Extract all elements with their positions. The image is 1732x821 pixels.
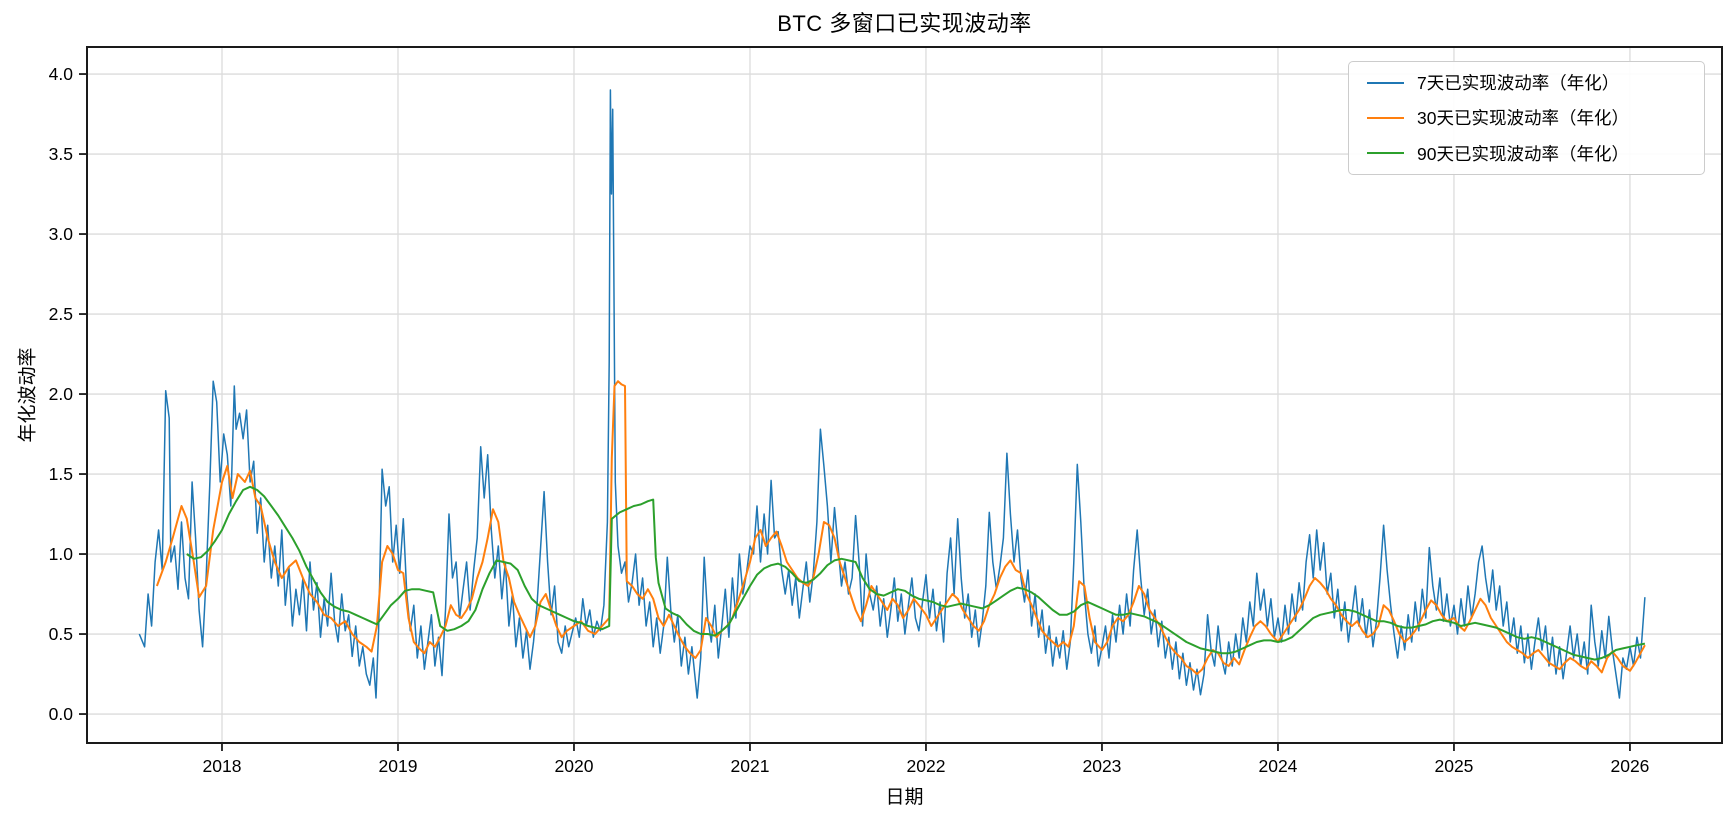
y-tick-label: 2.5 — [49, 304, 73, 324]
legend-line-swatch — [1367, 116, 1404, 119]
y-tick-label: 1.5 — [49, 464, 73, 484]
chart-title: BTC 多窗口已实现波动率 — [777, 11, 1032, 36]
y-tick-label: 3.0 — [49, 224, 74, 244]
legend-line-swatch — [1367, 81, 1404, 84]
y-tick-label: 3.5 — [49, 144, 73, 164]
y-tick-label: 1.0 — [49, 544, 74, 564]
legend-item: 90天已实现波动率（年化） — [1359, 136, 1694, 171]
y-tick-label: 0.0 — [49, 704, 74, 724]
legend-label: 7天已实现波动率（年化） — [1417, 73, 1620, 94]
x-tick-label: 2021 — [731, 756, 770, 776]
series-line-90d — [186, 485, 1646, 661]
x-axis-label: 日期 — [885, 787, 924, 808]
legend-label: 90天已实现波动率（年化） — [1417, 143, 1629, 164]
x-tick-label: 2026 — [1610, 756, 1649, 776]
y-tick-label: 2.0 — [49, 384, 74, 404]
legend-item: 30天已实现波动率（年化） — [1359, 100, 1694, 135]
legend-item: 7天已实现波动率（年化） — [1359, 65, 1694, 100]
y-tick-label: 4.0 — [49, 64, 74, 84]
y-tick-label: 0.5 — [49, 624, 73, 644]
x-tick-label: 2020 — [555, 756, 594, 776]
legend-label: 30天已实现波动率（年化） — [1417, 108, 1629, 129]
y-axis-label: 年化波动率 — [17, 347, 39, 443]
series-line-30d — [155, 380, 1646, 675]
legend-line-swatch — [1367, 152, 1404, 155]
x-tick-label: 2019 — [379, 756, 418, 776]
x-tick-label: 2025 — [1434, 756, 1473, 776]
x-tick-label: 2024 — [1258, 756, 1297, 776]
x-tick-label: 2022 — [907, 756, 946, 776]
x-tick-label: 2023 — [1082, 756, 1121, 776]
axes-frame — [86, 46, 1723, 744]
legend: 7天已实现波动率（年化） 30天已实现波动率（年化） 90天已实现波动率（年化） — [1348, 61, 1705, 175]
x-tick-label: 2018 — [203, 756, 242, 776]
